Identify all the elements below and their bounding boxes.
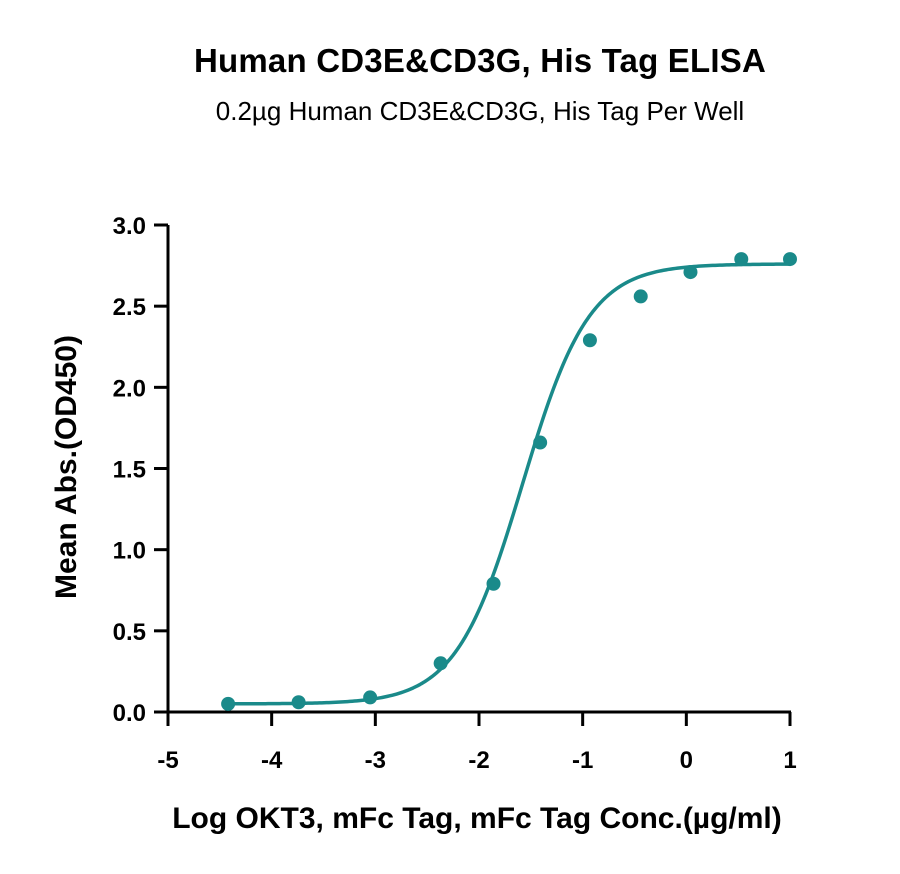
y-tick-label: 2.5: [113, 294, 146, 321]
x-tick-label: -5: [157, 747, 178, 774]
x-axis-label: Log OKT3, mFc Tag, mFc Tag Conc.(µg/ml): [172, 802, 782, 835]
x-tick-label: -2: [468, 747, 489, 774]
chart-subtitle: 0.2µg Human CD3E&CD3G, His Tag Per Well: [215, 96, 745, 126]
y-tick-label: 1.5: [113, 457, 146, 484]
data-point: [683, 265, 698, 280]
y-tick-label: 0.0: [113, 700, 146, 727]
x-tick-label: 0: [680, 747, 693, 774]
fit-curve: [228, 262, 791, 706]
data-point: [533, 435, 548, 450]
data-point: [433, 656, 448, 671]
data-point: [486, 576, 501, 591]
data-point: [783, 252, 797, 267]
chart-title: Human CD3E&CD3G, His Tag ELISA: [194, 42, 766, 79]
x-tick-label: 1: [783, 747, 796, 774]
y-axis-label: Mean Abs.(OD450): [50, 335, 83, 599]
x-ticks: -5 -4 -3 -2 -1 0 1: [157, 712, 797, 774]
data-point: [633, 289, 648, 304]
data-point: [582, 333, 597, 348]
y-tick-label: 2.0: [113, 375, 146, 402]
x-tick-label: -1: [572, 747, 593, 774]
y-tick-label: 3.0: [113, 213, 146, 240]
y-tick-label: 0.5: [113, 619, 146, 646]
x-tick-label: -3: [365, 747, 386, 774]
fit-curves: [228, 262, 791, 706]
y-ticks: 0.0 0.5 1.0 1.5 2.0 2.5 3.0: [113, 213, 168, 727]
y-tick-label: 1.0: [113, 538, 146, 565]
data-point: [291, 695, 306, 710]
data-point: [363, 690, 378, 705]
data-point: [221, 696, 236, 711]
axes: [166, 225, 791, 714]
x-tick-label: -4: [261, 747, 283, 774]
data-point: [734, 252, 749, 267]
data-points: [221, 252, 797, 711]
